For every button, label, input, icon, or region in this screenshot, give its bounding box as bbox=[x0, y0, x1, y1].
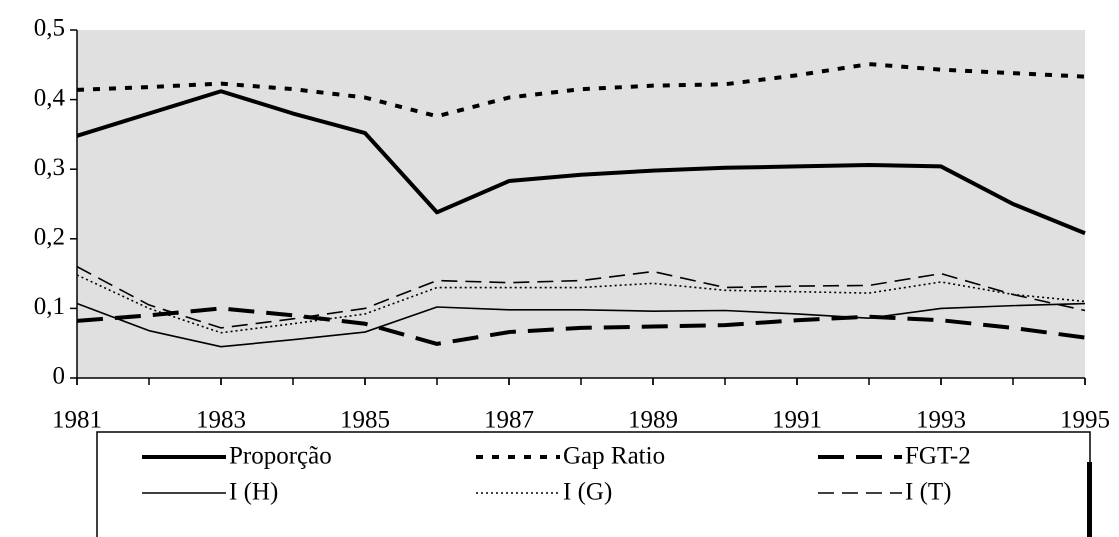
legend-label: I (T) bbox=[905, 479, 952, 506]
y-tick-label: 0,5 bbox=[34, 15, 65, 42]
legend-label: Gap Ratio bbox=[563, 443, 665, 470]
series-line bbox=[76, 306, 1086, 346]
y-tick-label: 0,3 bbox=[34, 154, 65, 181]
x-tick-label: 1983 bbox=[196, 407, 246, 434]
legend-label: Proporção bbox=[229, 443, 332, 470]
legend-label: I (G) bbox=[563, 479, 612, 506]
series-line bbox=[76, 89, 1086, 236]
x-tick-label: 1991 bbox=[772, 407, 822, 434]
x-tick-label: 1987 bbox=[484, 407, 534, 434]
plot-area bbox=[77, 30, 1085, 378]
legend-label: FGT-2 bbox=[905, 443, 971, 470]
y-tick-label: 0,2 bbox=[34, 224, 65, 251]
legend-label: I (H) bbox=[229, 479, 278, 506]
y-tick-label: 0,4 bbox=[34, 84, 66, 111]
x-tick-label: 1993 bbox=[916, 407, 966, 434]
y-tick-label: 0,1 bbox=[34, 293, 65, 320]
series-line bbox=[76, 302, 1086, 348]
x-tick-label: 1981 bbox=[52, 407, 102, 434]
y-tick-label: 0 bbox=[53, 363, 66, 390]
series-line bbox=[76, 265, 1086, 329]
legend-box bbox=[96, 431, 1091, 537]
legend-edge bbox=[1087, 462, 1092, 537]
series-line bbox=[76, 274, 1086, 334]
x-tick-label: 1985 bbox=[340, 407, 390, 434]
x-tick-label: 1995 bbox=[1060, 407, 1110, 434]
x-tick-label: 1989 bbox=[628, 407, 678, 434]
